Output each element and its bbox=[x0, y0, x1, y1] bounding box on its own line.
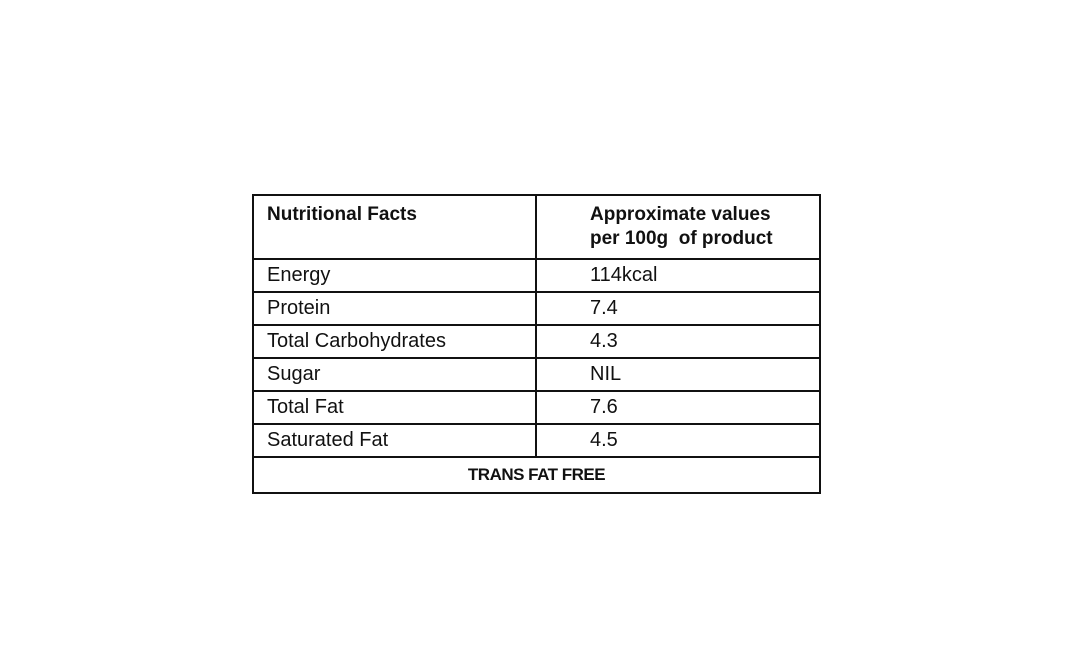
data-cell: Protein bbox=[252, 291, 537, 326]
data-row: Energy 114kcal bbox=[252, 258, 821, 293]
table-body: Nutritional Facts Approximate values per… bbox=[252, 194, 821, 494]
data-cell: Total Carbohydrates bbox=[252, 324, 537, 359]
data-cell: NIL bbox=[535, 357, 821, 392]
data-cell: 7.4 bbox=[535, 291, 821, 326]
data-row: Sugar NIL bbox=[252, 357, 821, 392]
footer-cell: TRANS FAT FREE bbox=[252, 456, 821, 494]
header-cell: Approximate values per 100g of product bbox=[535, 194, 821, 260]
data-cell: 7.6 bbox=[535, 390, 821, 425]
data-cell: 114kcal bbox=[535, 258, 821, 293]
data-row: Total Carbohydrates 4.3 bbox=[252, 324, 821, 359]
header-line: Approximate values bbox=[590, 204, 771, 225]
data-row: Protein 7.4 bbox=[252, 291, 821, 326]
header-line: per 100g of product bbox=[590, 228, 773, 249]
header-cell: Nutritional Facts bbox=[252, 194, 537, 260]
data-cell: Sugar bbox=[252, 357, 537, 392]
data-cell: Saturated Fat bbox=[252, 423, 537, 458]
footer-row: TRANS FAT FREE bbox=[252, 456, 821, 494]
data-cell: Total Fat bbox=[252, 390, 537, 425]
data-cell: 4.3 bbox=[535, 324, 821, 359]
data-row: Saturated Fat 4.5 bbox=[252, 423, 821, 458]
data-row: Total Fat 7.6 bbox=[252, 390, 821, 425]
data-cell: Energy bbox=[252, 258, 537, 293]
nutrition-table: Nutritional Facts Approximate values per… bbox=[252, 194, 821, 494]
header-row: Nutritional Facts Approximate values per… bbox=[252, 194, 821, 260]
data-cell: 4.5 bbox=[535, 423, 821, 458]
